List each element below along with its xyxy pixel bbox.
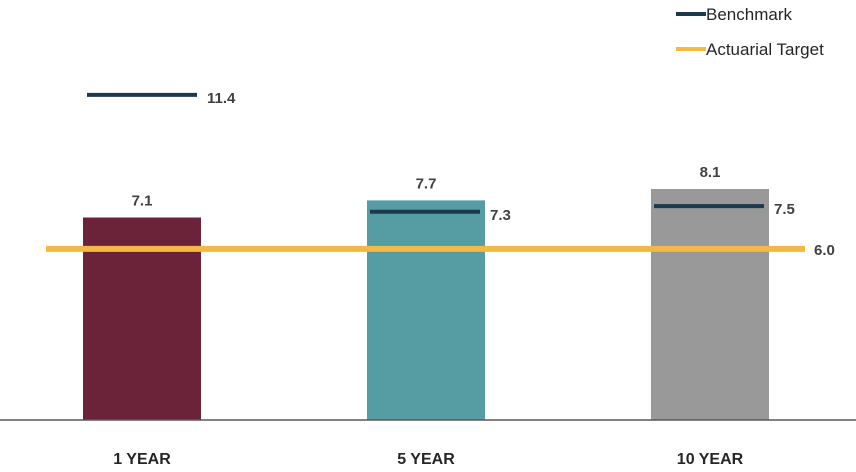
benchmark-value-label-5-year: 7.3: [490, 207, 511, 224]
legend-benchmark-label: Benchmark: [706, 5, 792, 24]
legend-target-label: Actuarial Target: [706, 40, 824, 59]
legend: Benchmark Actuarial Target: [676, 5, 824, 59]
benchmark-value-label-1-year: 11.4: [207, 90, 236, 107]
labels-layer: 7.1 11.4 1 YEAR 7.7 7.3 5 YEAR 8.1 7.5 10 YEAR 6.…: [113, 90, 835, 468]
benchmark-value-label-10-year: 7.5: [774, 201, 795, 218]
bar-value-label-1-year: 7.1: [132, 193, 153, 210]
category-label-10-year: 10 YEAR: [677, 451, 744, 468]
bar-value-label-10-year: 8.1: [700, 164, 721, 181]
category-label-1-year: 1 YEAR: [113, 451, 171, 468]
benchmark-markers-layer: [87, 92, 764, 214]
bars-layer: [83, 188, 769, 420]
bar-10-year: [651, 188, 769, 420]
bar-value-label-5-year: 7.7: [416, 175, 437, 192]
bar-5-year: [367, 200, 485, 420]
actuarial-target-value-label: 6.0: [814, 242, 835, 259]
category-label-5-year: 5 YEAR: [397, 451, 455, 468]
